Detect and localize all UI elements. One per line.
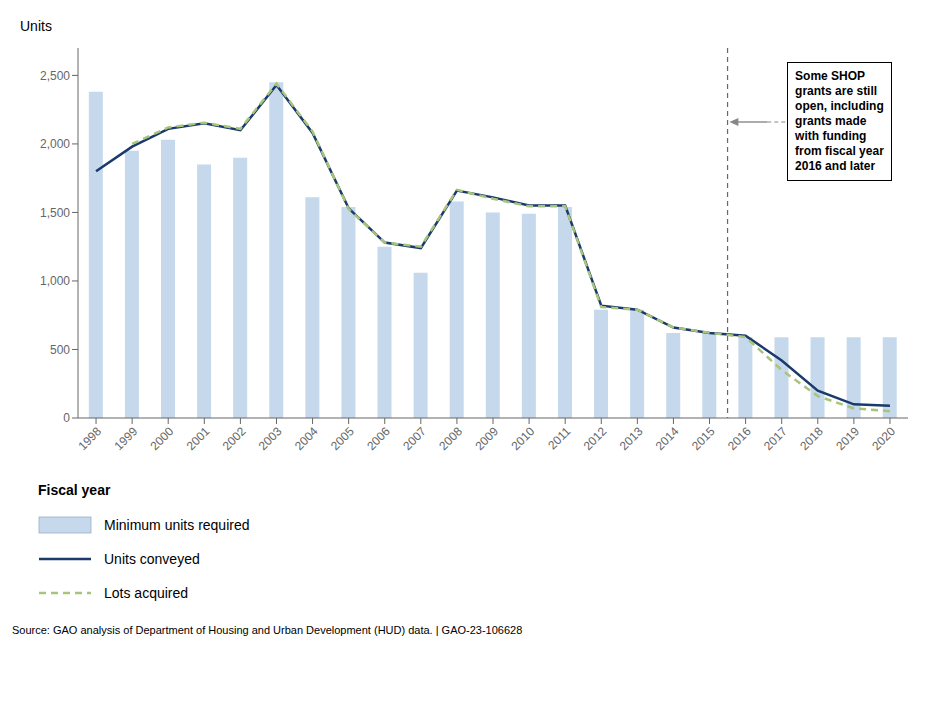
svg-text:2004: 2004: [292, 424, 321, 453]
svg-text:2010: 2010: [508, 424, 537, 453]
svg-text:2013: 2013: [617, 424, 646, 453]
html-text:Minimum units required: Minimum units required: [104, 517, 250, 533]
svg-text:2,500: 2,500: [40, 69, 70, 83]
svg-text:2001: 2001: [184, 424, 213, 453]
svg-text:500: 500: [50, 343, 70, 357]
svg-text:2020: 2020: [869, 424, 898, 453]
svg-text:2016: 2016: [725, 424, 754, 453]
svg-text:1998: 1998: [75, 424, 104, 453]
svg-text:2007: 2007: [400, 424, 429, 453]
html-text:Source: GAO analysis of Depart: Source: GAO analysis of Department of Ho…: [12, 624, 523, 636]
svg-text:2015: 2015: [689, 424, 718, 453]
svg-text:2,000: 2,000: [40, 137, 70, 151]
html-text:Fiscal year: Fiscal year: [38, 482, 111, 498]
svg-text:2011: 2011: [545, 424, 573, 452]
svg-text:2014: 2014: [653, 424, 682, 453]
svg-text:2008: 2008: [436, 424, 465, 453]
svg-text:2017: 2017: [761, 424, 790, 453]
html-text:Units conveyed: Units conveyed: [104, 551, 200, 567]
svg-text:2009: 2009: [472, 424, 501, 453]
svg-text:2018: 2018: [797, 424, 826, 453]
svg-text:1,000: 1,000: [40, 274, 70, 288]
html-text:Some SHOP grants are still ope: Some SHOP grants are still open, includi…: [795, 69, 884, 173]
svg-text:2019: 2019: [833, 424, 862, 453]
html-text:Units: Units: [20, 18, 52, 34]
svg-text:2002: 2002: [220, 424, 249, 453]
svg-text:1,500: 1,500: [40, 206, 70, 220]
svg-text:1999: 1999: [111, 424, 140, 453]
svg-text:2012: 2012: [581, 424, 610, 453]
svg-text:2003: 2003: [256, 424, 285, 453]
svg-text:2005: 2005: [328, 424, 357, 453]
html-text:Lots acquired: Lots acquired: [104, 585, 189, 601]
svg-text:2000: 2000: [148, 424, 177, 453]
svg-text:0: 0: [63, 411, 70, 425]
svg-text:2006: 2006: [364, 424, 393, 453]
